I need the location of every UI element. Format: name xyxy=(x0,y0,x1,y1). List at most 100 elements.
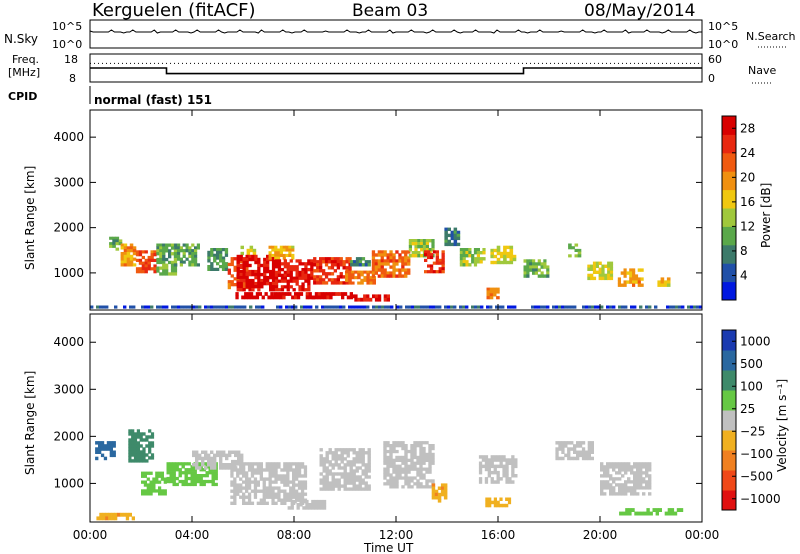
data-pixel xyxy=(416,455,420,460)
data-pixel xyxy=(185,243,189,247)
data-pixel xyxy=(496,500,500,505)
data-pixel xyxy=(245,486,249,490)
data-pixel xyxy=(609,264,614,268)
data-pixel xyxy=(487,464,491,469)
data-pixel xyxy=(221,248,226,252)
data-pixel xyxy=(210,262,214,266)
data-pixel xyxy=(600,489,604,493)
data-pixel xyxy=(273,295,277,300)
data-pixel xyxy=(621,465,625,469)
data-pixel xyxy=(266,281,270,286)
data-pixel xyxy=(295,265,299,269)
data-pixel xyxy=(195,456,199,461)
data-pixel xyxy=(366,281,370,285)
data-pixel xyxy=(315,305,319,309)
colorbar-swatch xyxy=(722,281,736,301)
data-pixel xyxy=(242,278,246,283)
data-pixel xyxy=(657,280,661,284)
data-pixel xyxy=(128,432,132,436)
data-pixel xyxy=(253,489,258,493)
data-pixel xyxy=(162,305,166,309)
data-pixel xyxy=(319,457,323,461)
data-pixel xyxy=(481,458,486,462)
data-pixel xyxy=(587,441,591,445)
data-pixel xyxy=(148,429,152,433)
data-pixel xyxy=(219,453,223,458)
data-pixel xyxy=(292,495,296,499)
data-pixel xyxy=(288,292,292,296)
data-pixel xyxy=(623,283,627,287)
data-pixel xyxy=(285,248,289,252)
data-pixel xyxy=(636,468,640,472)
data-pixel xyxy=(413,464,417,468)
data-pixel xyxy=(132,305,136,309)
data-pixel xyxy=(609,462,613,466)
data-pixel xyxy=(141,480,145,484)
data-pixel xyxy=(601,267,605,271)
cpid-value: normal (fast) 151 xyxy=(94,93,212,107)
data-pixel xyxy=(425,470,429,474)
data-pixel xyxy=(395,259,399,263)
data-pixel xyxy=(245,462,249,466)
data-pixel xyxy=(119,512,124,517)
data-pixel xyxy=(142,447,146,451)
data-pixel xyxy=(508,461,512,465)
data-cell xyxy=(273,292,315,300)
data-pixel xyxy=(292,474,296,478)
data-pixel xyxy=(152,477,156,481)
data-pixel xyxy=(343,472,347,476)
data-pixel xyxy=(361,451,365,455)
data-pixel xyxy=(384,305,388,309)
colorbar-tick-label: 20 xyxy=(740,170,755,184)
data-pixel xyxy=(506,260,510,265)
data-pixel xyxy=(283,279,287,283)
data-pixel xyxy=(126,257,131,261)
data-pixel xyxy=(324,263,329,267)
data-pixel xyxy=(128,429,132,433)
data-pixel xyxy=(438,305,442,309)
data-pixel xyxy=(574,243,579,247)
data-pixel xyxy=(350,260,354,264)
data-pixel xyxy=(364,469,368,473)
data-pixel xyxy=(540,265,544,269)
data-pixel xyxy=(319,269,323,273)
data-pixel xyxy=(173,266,178,270)
data-pixel xyxy=(564,444,568,448)
data-pixel xyxy=(308,506,312,510)
data-pixel xyxy=(351,276,355,280)
data-pixel xyxy=(146,492,150,496)
data-pixel xyxy=(502,458,506,462)
data-pixel xyxy=(410,461,414,465)
data-pixel xyxy=(342,305,346,309)
data-pixel xyxy=(386,461,390,465)
data-pixel xyxy=(274,270,279,275)
data-pixel xyxy=(414,251,418,255)
data-pixel xyxy=(389,444,393,448)
data-pixel xyxy=(404,461,408,465)
data-pixel xyxy=(253,480,258,484)
data-pixel xyxy=(637,283,641,287)
y-tick-label: 1000 xyxy=(53,476,84,490)
data-pixel xyxy=(336,266,340,270)
data-pixel xyxy=(346,460,350,464)
data-pixel xyxy=(645,462,649,466)
data-pixel xyxy=(271,263,276,268)
data-pixel xyxy=(407,482,411,486)
data-pixel xyxy=(254,285,258,289)
data-pixel xyxy=(258,305,262,309)
data-pixel xyxy=(135,258,140,262)
nave-tick-top: 60 xyxy=(708,53,722,66)
data-pixel xyxy=(173,269,178,273)
data-pixel xyxy=(328,484,332,488)
colorbar-swatch xyxy=(722,490,736,511)
data-pixel xyxy=(296,503,300,507)
data-pixel xyxy=(159,272,163,276)
data-pixel xyxy=(532,271,536,275)
data-pixel xyxy=(175,476,179,481)
data-pixel xyxy=(450,236,455,241)
data-pixel xyxy=(498,305,502,309)
data-pixel xyxy=(293,499,297,504)
data-pixel xyxy=(609,273,614,278)
data-pixel xyxy=(262,483,266,487)
data-pixel xyxy=(534,271,538,275)
